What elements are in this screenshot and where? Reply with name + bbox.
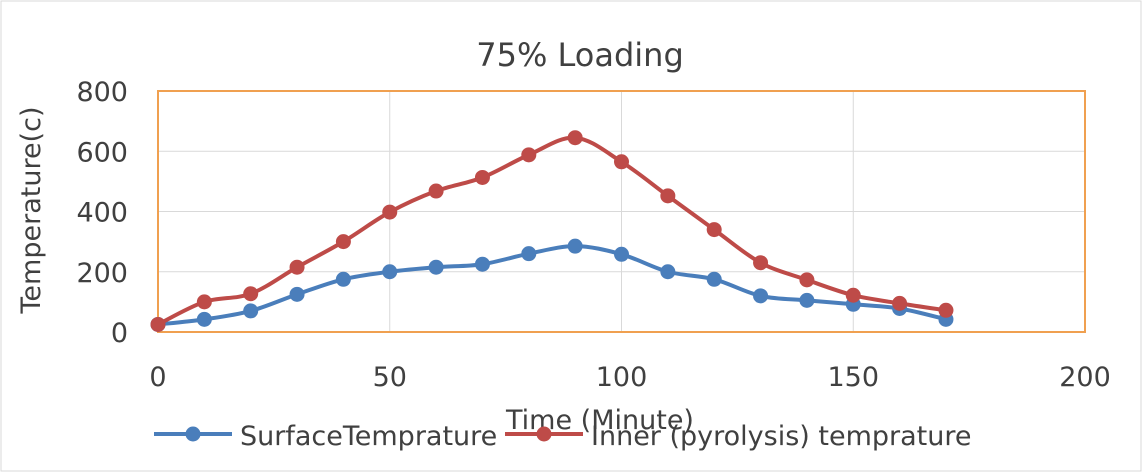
series-inner (150, 130, 954, 332)
data-point (938, 302, 954, 318)
y-tick-label: 400 (76, 198, 128, 229)
data-point (243, 286, 259, 302)
legend-entry-inner: Inner (pyrolysis) temprature (505, 421, 972, 452)
y-tick-label: 800 (76, 77, 128, 108)
legend-label-inner: Inner (pyrolysis) temprature (591, 421, 972, 452)
x-tick-label: 150 (827, 362, 879, 393)
data-point (428, 183, 444, 199)
data-point (289, 259, 305, 275)
data-point (196, 294, 212, 310)
y-tick-label: 600 (76, 137, 128, 168)
x-tick-label: 100 (596, 362, 648, 393)
x-tick-label: 0 (149, 362, 166, 393)
data-point (753, 255, 769, 271)
y-axis-title: Temperature(c) (16, 107, 47, 315)
data-point (243, 303, 259, 319)
data-point (845, 287, 861, 303)
legend-marker-surface (185, 426, 201, 442)
data-point (521, 246, 537, 262)
y-tick-label: 200 (76, 258, 128, 289)
chart-title: 75% Loading (476, 36, 684, 74)
legend: SurfaceTemprature Inner (pyrolysis) temp… (154, 421, 972, 452)
data-point (567, 238, 583, 254)
data-point (706, 271, 722, 287)
data-point (521, 147, 537, 163)
data-point (382, 204, 398, 220)
data-point (428, 259, 444, 275)
data-point (706, 222, 722, 238)
data-point (660, 264, 676, 280)
data-point (335, 271, 351, 287)
data-point (289, 286, 305, 302)
series-layer (150, 130, 954, 332)
x-axis-title: Time (Minute) (505, 405, 694, 436)
x-tick-label: 200 (1059, 362, 1111, 393)
data-point (382, 264, 398, 280)
data-point (799, 292, 815, 308)
legend-label-surface: SurfaceTemprature (240, 421, 497, 452)
data-point (335, 234, 351, 250)
data-point (753, 288, 769, 304)
data-point (892, 295, 908, 311)
data-point (196, 311, 212, 327)
tick-labels: 0 200 400 600 800 0 50 100 150 200 (76, 77, 1110, 393)
x-tick-label: 50 (373, 362, 407, 393)
y-tick-label: 0 (111, 318, 128, 349)
data-point (474, 169, 490, 185)
legend-entry-surface: SurfaceTemprature (154, 421, 497, 452)
data-point (474, 256, 490, 272)
data-point (567, 130, 583, 146)
data-point (614, 154, 629, 170)
legend-marker-inner (536, 426, 552, 442)
data-point (150, 316, 166, 332)
data-point (614, 246, 629, 262)
data-point (799, 272, 815, 288)
data-point (660, 188, 676, 204)
plot-area-border (157, 90, 1086, 333)
